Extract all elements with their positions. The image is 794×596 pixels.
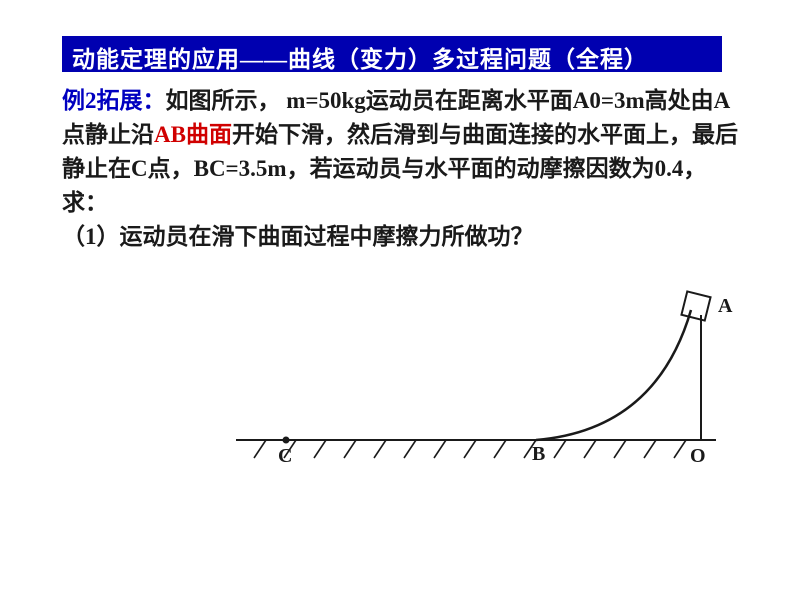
label-B: B	[532, 443, 545, 465]
p1-red: AB曲面	[154, 122, 232, 147]
label-C: C	[278, 445, 292, 467]
q1: （1）运动员在滑下曲面过程中摩擦力所做功？	[62, 224, 534, 249]
header-bar: 动能定理的应用——曲线（变力）多过程问题（全程）	[62, 36, 722, 72]
diagram-svg: A B C O	[236, 280, 736, 540]
label-O: O	[690, 445, 706, 467]
header-title: 动能定理的应用——曲线（变力）多过程问题（全程）	[72, 47, 648, 72]
problem-text: 例2拓展：如图所示， m=50kg运动员在距离水平面A0=3m高处由A点静止沿A…	[62, 84, 742, 254]
example-prefix: 例2拓展：	[62, 88, 166, 113]
label-A: A	[718, 295, 733, 317]
physics-diagram: A B C O	[236, 280, 736, 540]
